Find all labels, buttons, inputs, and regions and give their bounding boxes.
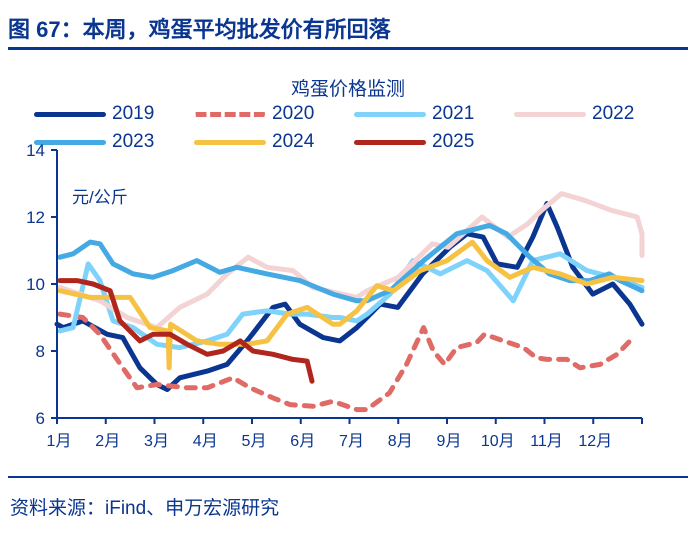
legend-label-2023: 2023 — [112, 131, 155, 152]
legend-label-2021: 2021 — [432, 103, 475, 124]
y-tick-label-12: 12 — [26, 208, 45, 227]
source-note: 资料来源：iFind、申万宏源研究 — [10, 498, 280, 519]
y-tick-label-6: 6 — [36, 409, 45, 428]
legend-item-2020: 2020 — [194, 103, 314, 125]
y-tick-label-8: 8 — [36, 342, 45, 361]
legend-swatch-2023 — [34, 139, 106, 145]
x-tick-label-9: 9月 — [437, 433, 462, 450]
legend-item-2019: 2019 — [34, 103, 154, 125]
legend-label-2020: 2020 — [272, 103, 315, 124]
legend-swatch-2024 — [194, 139, 266, 145]
y-tick-label-14: 14 — [26, 141, 45, 160]
series-line-2022 — [57, 191, 645, 331]
x-tick-label-6: 6月 — [290, 433, 315, 450]
x-tick-label-3: 3月 — [144, 433, 169, 450]
legend-swatch-2020 — [194, 111, 266, 117]
legend-item-2021: 2021 — [354, 103, 474, 125]
legend-item-2022: 2022 — [514, 103, 634, 125]
legend-swatch-2022 — [514, 111, 586, 117]
legend-swatch-2025 — [354, 139, 426, 145]
y-tick-label-10: 10 — [26, 275, 45, 294]
x-tick-label-5: 5月 — [242, 433, 267, 450]
x-tick-label-1: 1月 — [47, 433, 72, 450]
legend-item-2024: 2024 — [194, 131, 314, 153]
legend-item-2025: 2025 — [354, 131, 474, 153]
x-tick-label-7: 7月 — [339, 433, 364, 450]
series-line-2025 — [57, 278, 315, 384]
series-line-2024 — [57, 239, 645, 371]
legend-label-2022: 2022 — [592, 103, 635, 124]
series-line-2020 — [57, 311, 636, 413]
source-rule — [8, 476, 688, 478]
legend-label-2019: 2019 — [112, 103, 155, 124]
legend-swatch-2021 — [354, 111, 426, 117]
y-axis-unit: 元/公斤 — [72, 188, 128, 207]
legend-label-2025: 2025 — [432, 131, 475, 152]
x-tick-label-2: 2月 — [95, 433, 120, 450]
x-tick-label-12: 12月 — [578, 433, 612, 450]
chart-title: 鸡蛋价格监测 — [290, 79, 405, 100]
figure-title: 图 67：本周，鸡蛋平均批发价有所回落 — [8, 17, 391, 42]
legend-item-2023: 2023 — [34, 131, 154, 153]
series-line-2023 — [57, 222, 645, 304]
x-tick-label-11: 11月 — [530, 433, 563, 450]
x-tick-label-10: 10月 — [481, 433, 515, 450]
legend-label-2024: 2024 — [272, 131, 315, 152]
x-tick-label-8: 8月 — [388, 433, 413, 450]
title-rule — [8, 47, 688, 50]
series-line-2019 — [54, 201, 645, 392]
legend-swatch-2019 — [34, 111, 106, 117]
x-tick-label-4: 4月 — [193, 433, 218, 450]
